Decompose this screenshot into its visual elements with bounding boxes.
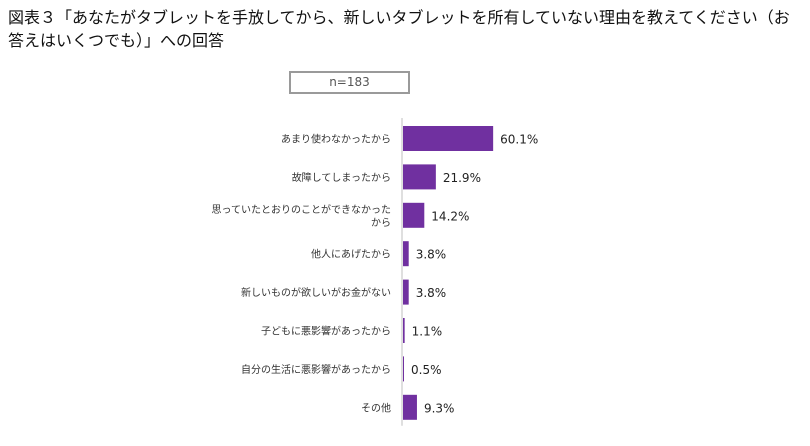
category-label: 他人にあげたから xyxy=(311,248,391,261)
bar xyxy=(403,202,425,228)
sample-size-box: n=183 xyxy=(289,71,410,94)
category-label: 故障してしまったから xyxy=(292,171,391,184)
bar xyxy=(403,241,409,267)
data-label: 21.9% xyxy=(443,171,481,185)
data-label: 3.8% xyxy=(416,248,447,262)
category-label: 自分の生活に悪影響があったから xyxy=(241,363,391,376)
category-label: 思っていたとおりのことができなかったから xyxy=(212,203,392,229)
category-label: あまり使わなかったから xyxy=(281,133,391,146)
data-label: 0.5% xyxy=(411,363,442,377)
chart-title: 図表３「あなたがタブレットを手放してから、新しいタブレットを所有していない理由を… xyxy=(8,8,790,50)
bar xyxy=(403,356,404,382)
bar xyxy=(403,318,405,343)
category-label: 新しいものが欲しいがお金がない xyxy=(241,286,391,299)
bar xyxy=(403,394,417,420)
category-label: 子どもに悪影響があったから xyxy=(261,325,391,338)
bar xyxy=(403,164,436,190)
bar xyxy=(403,126,494,151)
data-label: 60.1% xyxy=(500,133,538,147)
bar xyxy=(403,279,409,305)
data-label: 9.3% xyxy=(424,401,455,415)
data-label: 1.1% xyxy=(412,325,443,339)
data-label: 14.2% xyxy=(431,209,469,223)
category-label: その他 xyxy=(361,401,391,414)
data-label: 3.8% xyxy=(416,286,447,300)
